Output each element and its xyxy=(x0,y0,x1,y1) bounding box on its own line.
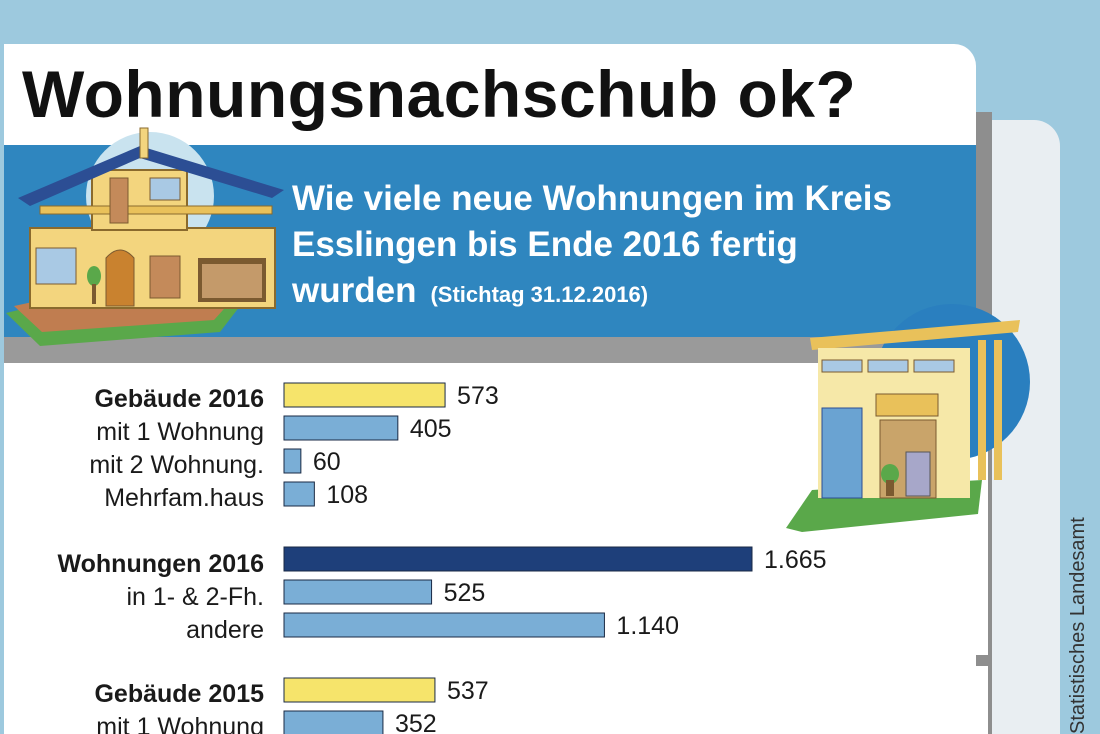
subtitle-note: (Stichtag 31.12.2016) xyxy=(430,282,649,307)
category-label: Gebäude 2016 xyxy=(94,385,264,413)
bar-value-label: 573 xyxy=(457,382,499,410)
bar xyxy=(283,677,436,703)
category-label: mit 2 Wohnung. xyxy=(89,451,264,479)
bar xyxy=(283,415,399,441)
bar-value-label: 1.140 xyxy=(616,612,679,640)
bar-value-label: 1.665 xyxy=(764,546,827,574)
building-illustration xyxy=(786,304,1030,532)
bar xyxy=(283,448,302,474)
category-label: mit 1 Wohnung xyxy=(96,418,264,446)
bar xyxy=(283,481,315,507)
category-label: mit 1 Wohnung xyxy=(96,713,264,734)
subtitle-text: Wie viele neue Wohnungen im Kreis Esslin… xyxy=(292,179,892,310)
bar-value-label: 405 xyxy=(410,415,452,443)
category-label: Wohnungen 2016 xyxy=(57,550,264,578)
category-label: andere xyxy=(186,616,264,644)
bar-value-label: 525 xyxy=(444,579,486,607)
bar-value-label: 352 xyxy=(395,710,437,734)
category-label: in 1- & 2-Fh. xyxy=(126,583,264,611)
house-illustration xyxy=(6,127,284,346)
page-title: Wohnungsnachschub ok? xyxy=(22,57,857,131)
category-label: Mehrfam.haus xyxy=(104,484,264,512)
bar-value-label: 108 xyxy=(326,481,368,509)
bar-value-label: 60 xyxy=(313,448,341,476)
bar xyxy=(283,710,384,734)
bar xyxy=(283,612,605,638)
bar xyxy=(283,546,753,572)
bar-value-label: 537 xyxy=(447,677,489,705)
subtitle: Wie viele neue Wohnungen im Kreis Esslin… xyxy=(292,176,972,318)
category-label: Gebäude 2015 xyxy=(94,680,264,708)
source-credit: Statistisches Landesamt xyxy=(1067,517,1089,734)
bar xyxy=(283,579,433,605)
bar xyxy=(283,382,446,408)
chart-section-2015 xyxy=(4,666,988,734)
